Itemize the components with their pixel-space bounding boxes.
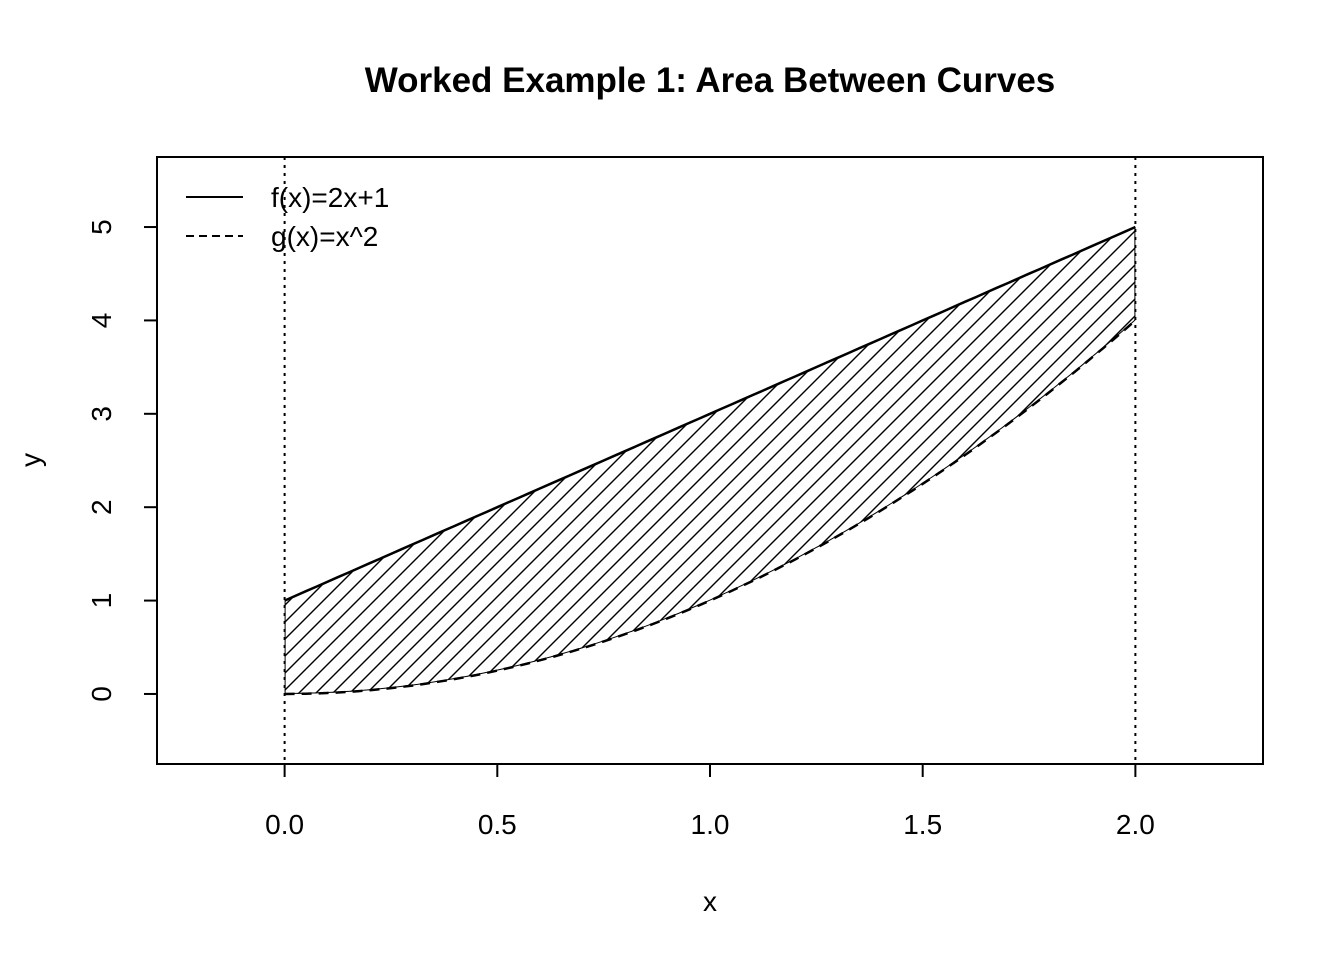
hatch-line: [448, 227, 1057, 694]
x-tick-label: 1.5: [903, 809, 942, 840]
hatch-line: [465, 227, 1074, 694]
hatch-line: [284, 227, 785, 694]
hatch-line: [669, 227, 1136, 694]
y-tick-label: 2: [86, 499, 117, 515]
hatch-line: [284, 227, 734, 694]
series-lines: [284, 225, 1137, 696]
y-axis: 0 1 2 3 4 5: [86, 219, 157, 702]
hatch-line: [482, 227, 1091, 694]
hatch-line: [1026, 227, 1136, 694]
hatch-line: [822, 227, 1136, 694]
hatch-line: [1282, 157, 1344, 764]
hatch-line: [720, 227, 1136, 694]
x-axis-label: x: [703, 886, 717, 917]
hatch-line: [295, 227, 904, 694]
hatch-line: [329, 227, 938, 694]
hatch-line: [1163, 157, 1344, 764]
hatch-line: [380, 227, 989, 694]
hatch-line: [1265, 157, 1344, 764]
hatch-line: [284, 227, 309, 694]
hatch-line: [284, 227, 683, 694]
hatch-line: [284, 227, 513, 694]
x-tick-label: 1.0: [691, 809, 730, 840]
hatch-line: [550, 227, 1136, 694]
hatch-line: [992, 227, 1136, 694]
hatch-line: [414, 227, 1023, 694]
chart-title: Worked Example 1: Area Between Curves: [365, 61, 1056, 100]
hatch-line: [1060, 227, 1136, 694]
hatch-line: [284, 227, 700, 694]
series-line: [284, 319, 1137, 696]
hatch-line: [941, 227, 1136, 694]
hatch-line: [686, 227, 1136, 694]
hatch-line: [1146, 157, 1344, 764]
hatch-line: [754, 227, 1136, 694]
hatch-line: [284, 227, 462, 694]
hatch-line: [346, 227, 955, 694]
hatch-line: [567, 227, 1136, 694]
hatch-line: [584, 227, 1136, 694]
y-tick-label: 4: [86, 313, 117, 329]
hatch-line: [499, 227, 1108, 694]
hatch-line: [533, 227, 1136, 694]
hatch-line: [363, 227, 972, 694]
y-tick-label: 0: [86, 686, 117, 702]
hatch-line: [1299, 157, 1344, 764]
hatch-line: [431, 227, 1040, 694]
legend-label: g(x)=x^2: [271, 221, 378, 252]
reference-lines: [283, 157, 1137, 764]
hatch-line: [1128, 227, 1136, 694]
hatch-line: [635, 227, 1136, 694]
hatch-line: [601, 227, 1136, 694]
hatch-line: [975, 227, 1136, 694]
hatch-line: [1009, 227, 1136, 694]
legend: f(x)=2x+1 g(x)=x^2: [186, 182, 389, 252]
x-tick-label: 0.0: [265, 809, 304, 840]
legend-label: f(x)=2x+1: [271, 182, 389, 213]
y-tick-label: 5: [86, 219, 117, 235]
y-tick-label: 1: [86, 593, 117, 609]
hatch-line: [1231, 157, 1344, 764]
hatch-line: [839, 227, 1136, 694]
hatch-line: [284, 227, 768, 694]
y-axis-label: y: [15, 453, 46, 467]
hatch-line: [284, 227, 717, 694]
hatch-line: [771, 227, 1136, 694]
hatch-line: [1197, 157, 1344, 764]
hatch-line: [1316, 157, 1344, 764]
shaded-region-outline: [284, 227, 1136, 694]
hatch-line: [0, 157, 2, 764]
hatch-line: [284, 227, 479, 694]
hatch-line: [958, 227, 1136, 694]
y-tick-label: 3: [86, 406, 117, 422]
hatch-line: [1094, 227, 1136, 694]
hatch-line: [516, 227, 1125, 694]
hatch-line: [703, 227, 1136, 694]
hatch-line: [312, 227, 921, 694]
x-axis: 0.0 0.5 1.0 1.5 2.0: [265, 763, 1155, 840]
hatch-line: [284, 227, 530, 694]
hatch-line: [1214, 157, 1344, 764]
hatch-line: [1111, 227, 1136, 694]
x-tick-label: 2.0: [1116, 809, 1155, 840]
hatch-line: [284, 227, 751, 694]
hatch-line: [1333, 157, 1344, 764]
hatch-line: [737, 227, 1136, 694]
shaded-region: [0, 157, 1344, 764]
hatch-line: [907, 227, 1136, 694]
series-line: [284, 225, 1136, 602]
x-tick-label: 0.5: [478, 809, 517, 840]
hatch-line: [873, 227, 1136, 694]
